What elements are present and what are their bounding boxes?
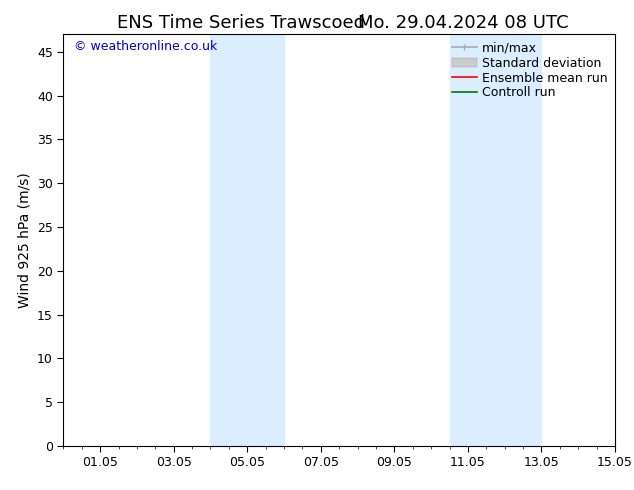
Text: © weatheronline.co.uk: © weatheronline.co.uk	[74, 41, 217, 53]
Bar	[450, 34, 541, 446]
Y-axis label: Wind 925 hPa (m/s): Wind 925 hPa (m/s)	[18, 172, 32, 308]
Text: ENS Time Series Trawscoed: ENS Time Series Trawscoed	[117, 14, 365, 32]
Text: Mo. 29.04.2024 08 UTC: Mo. 29.04.2024 08 UTC	[358, 14, 568, 32]
Legend: min/max, Standard deviation, Ensemble mean run, Controll run: min/max, Standard deviation, Ensemble me…	[447, 37, 612, 104]
Bar	[210, 34, 284, 446]
